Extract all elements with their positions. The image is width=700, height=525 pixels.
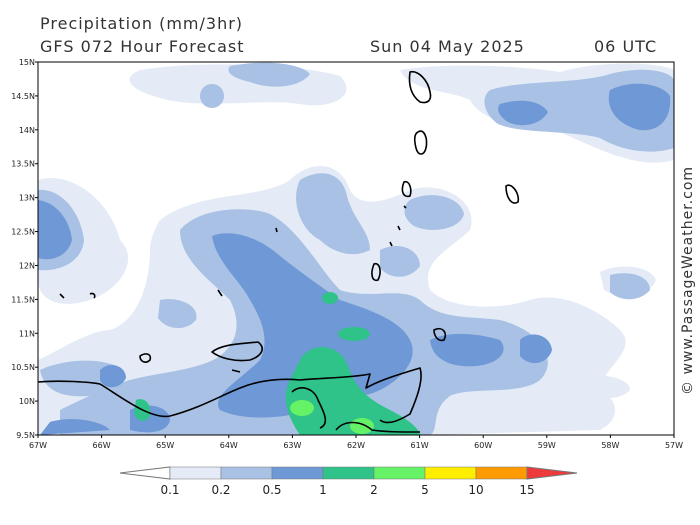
legend-label: 10 [468,483,483,497]
lat-tick-label: 10N [19,397,35,406]
legend-swatch [169,466,222,480]
legend-swatch [271,466,324,480]
lon-tick-label: 65W [156,441,174,450]
lat-tick-label: 15N [19,58,35,67]
lon-tick-label: 67W [29,441,47,450]
forecast-date: Sun 04 May 2025 [370,37,525,56]
lat-tick-label: 9.5N [16,431,35,440]
legend-label: 0.2 [211,483,230,497]
lat-tick-label: 10.5N [11,363,35,372]
legend-swatch [373,466,426,480]
latitude-axis: 15N 14.5N 14N 13.5N 13N 12.5N 12N 11.5N 11N 10.5N… [11,58,38,440]
legend-label: 2 [370,483,378,497]
legend-label: 0.1 [160,483,179,497]
longitude-axis: 67W 66W 65W 64W 63W 62W 61W 60W 59W 58W 57W [29,435,683,450]
lat-tick-label: 13N [19,194,35,203]
precip-legend: 0.1 0.2 0.5 1 2 5 10 15 [119,466,578,497]
legend-label: 1 [319,483,327,497]
legend-swatch [424,466,477,480]
legend-max-arrow [526,466,578,480]
legend-min-arrow [119,466,171,480]
forecast-time: 06 UTC [594,37,658,56]
lon-tick-label: 59W [538,441,556,450]
legend-label: 0.5 [262,483,281,497]
map-title: Precipitation (mm/3hr) [40,14,244,33]
legend-swatch [322,466,375,480]
lat-tick-label: 11N [19,329,35,338]
lon-tick-label: 66W [93,441,111,450]
lat-tick-label: 12N [19,261,35,270]
legend-swatch [220,466,273,480]
lon-tick-label: 61W [411,441,429,450]
legend-swatch [475,466,528,480]
legend-label: 5 [421,483,429,497]
precip-field [38,62,674,435]
lat-tick-label: 11.5N [11,295,35,304]
lon-tick-label: 58W [601,441,619,450]
lon-tick-label: 63W [283,441,301,450]
lon-tick-label: 57W [665,441,683,450]
lat-tick-label: 13.5N [11,160,35,169]
legend-label: 15 [519,483,534,497]
lat-tick-label: 14.5N [11,92,35,101]
lat-tick-label: 12.5N [11,228,35,237]
forecast-subtitle: GFS 072 Hour Forecast [40,37,245,56]
lon-tick-label: 64W [220,441,238,450]
credit-watermark: © www.PassageWeather.com [680,165,696,395]
lon-tick-label: 60W [474,441,492,450]
lat-tick-label: 14N [19,126,35,135]
lon-tick-label: 62W [347,441,365,450]
